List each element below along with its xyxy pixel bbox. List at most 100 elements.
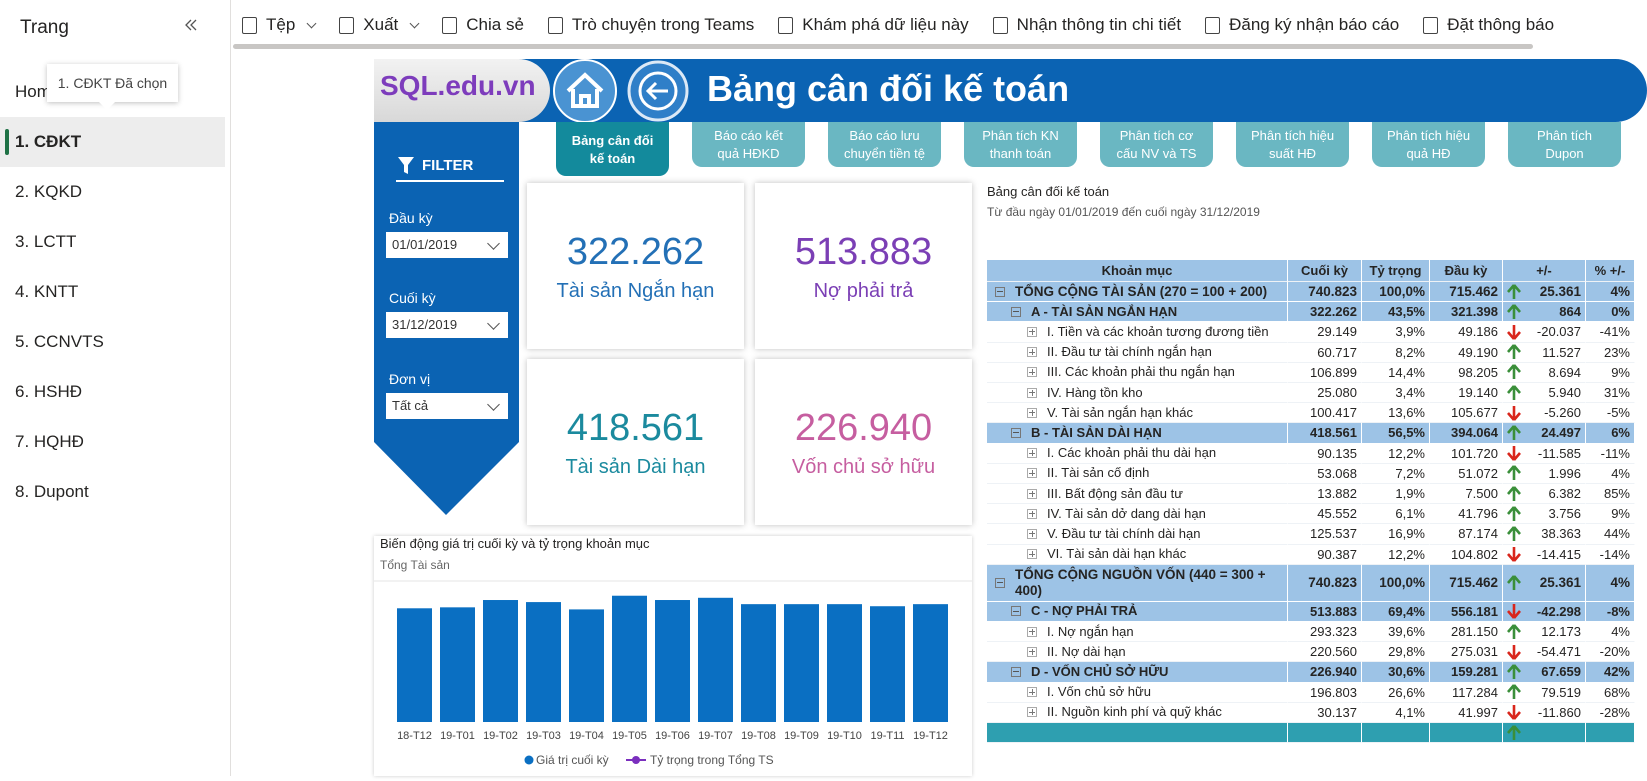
- page-item[interactable]: 7. HQHĐ: [15, 432, 84, 451]
- cell: 11.527: [1503, 342, 1586, 363]
- cell: 418.561: [1288, 423, 1362, 444]
- expand-icon[interactable]: [1027, 347, 1037, 358]
- cell: -28%: [1586, 702, 1635, 723]
- expand-icon[interactable]: [1027, 448, 1037, 459]
- page-item[interactable]: 4. KNTT: [15, 282, 79, 301]
- table-row: I. Các khoản phải thu dài hạn 90.135 12,2%…: [987, 443, 1635, 464]
- report-tab[interactable]: Bảng cân đối kế toán: [556, 122, 669, 176]
- cell: 6%: [1586, 423, 1635, 444]
- expand-icon[interactable]: [1011, 306, 1021, 317]
- page-item[interactable]: 8. Dupont: [15, 482, 89, 501]
- table-row: I. Tiền và các khoản tương đương tiền 29.…: [987, 322, 1635, 343]
- column-header[interactable]: +/-: [1503, 260, 1586, 282]
- cell: 100,0%: [1362, 564, 1430, 602]
- report-tab[interactable]: Phân tích hiệu suất HĐ: [1236, 122, 1349, 167]
- toolbar-item[interactable]: Đặt thông báo: [1423, 15, 1554, 35]
- toolbar-label: Chia sẻ: [466, 15, 524, 34]
- nav-buttons[interactable]: [550, 56, 700, 126]
- column-header[interactable]: Khoản mục: [987, 260, 1288, 282]
- expand-icon[interactable]: [995, 577, 1005, 588]
- cell: 5.940: [1503, 383, 1586, 404]
- page-item[interactable]: 2. KQKD: [15, 182, 83, 201]
- scrollbar[interactable]: [233, 44, 1533, 49]
- row-label: II. Nguồn kinh phí và quỹ khác: [1047, 704, 1222, 720]
- toolbar-item[interactable]: Chia sẻ: [442, 15, 524, 35]
- row-label: IV. Tài sản dở dang dài hạn: [1047, 505, 1206, 521]
- column-header[interactable]: Đầu kỳ: [1430, 260, 1503, 282]
- report-tab[interactable]: Phân tích hiệu quả HĐ: [1372, 122, 1485, 167]
- toolbar-item[interactable]: Đăng ký nhận báo cáo: [1205, 15, 1399, 35]
- diff-value: 67.659: [1541, 664, 1581, 680]
- report-tab[interactable]: Báo cáo kết quả HĐKD: [692, 122, 805, 167]
- expand-icon[interactable]: [1011, 427, 1021, 438]
- expand-icon[interactable]: [1027, 407, 1037, 418]
- table-row: V. Tài sản ngắn hạn khác 100.417 13,6% 105.…: [987, 403, 1635, 424]
- cell: III. Các khoản phải thu ngắn hạn: [987, 362, 1288, 383]
- dropdown-chevron: [409, 18, 420, 28]
- toolbar-item[interactable]: Tệp: [242, 15, 317, 35]
- cell: 23%: [1586, 342, 1635, 363]
- page-item[interactable]: 5. CCNVTS: [15, 332, 104, 351]
- table-row: II. Nợ dài hạn 220.560 29,8% 275.031 -54.471…: [987, 642, 1635, 663]
- expand-icon[interactable]: [1027, 387, 1037, 398]
- diff-value: -14.415: [1536, 546, 1581, 562]
- cell: V. Tài sản ngắn hạn khác: [987, 403, 1288, 424]
- expand-icon[interactable]: [1027, 528, 1037, 539]
- toolbar-icon: [992, 16, 1008, 34]
- diff-value: 5.940: [1548, 385, 1581, 401]
- cell: 106.899: [1288, 362, 1362, 383]
- filter-dropdown[interactable]: Tất cả: [386, 392, 508, 419]
- expand-icon[interactable]: [1027, 488, 1037, 499]
- legend-label: Tỷ trọng trong Tổng TS: [650, 753, 774, 767]
- cell: [1362, 723, 1430, 743]
- table-row: IV. Hàng tồn kho 25.080 3,4% 19.140 5.940 31%: [987, 383, 1635, 404]
- expand-icon[interactable]: [1027, 646, 1037, 657]
- kpi-card: 226.940 Vốn chủ sở hữu: [755, 359, 972, 525]
- cell: 556.181: [1430, 601, 1503, 622]
- page-item[interactable]: 1. CĐKT: [0, 117, 225, 167]
- toolbar-icon: [1205, 16, 1221, 34]
- cell: TỔNG CỘNG TÀI SẢN (270 = 100 + 200): [987, 282, 1288, 303]
- page-item[interactable]: 3. LCTT: [15, 232, 77, 251]
- expand-icon[interactable]: [1027, 707, 1037, 718]
- trend-arrow: [1507, 574, 1521, 590]
- toolbar-item[interactable]: Xuất: [339, 15, 420, 35]
- expand-icon[interactable]: [1027, 626, 1037, 637]
- filter-dropdown[interactable]: 31/12/2019: [386, 312, 508, 339]
- expand-icon[interactable]: [1027, 508, 1037, 519]
- cell: 220.560: [1288, 642, 1362, 663]
- expand-icon[interactable]: [1027, 468, 1037, 479]
- expand-icon[interactable]: [1027, 687, 1037, 698]
- cell: 13,6%: [1362, 403, 1430, 424]
- row-label: B - TÀI SẢN DÀI HẠN: [1031, 424, 1162, 440]
- report-tab[interactable]: Phân tích Dupon: [1508, 122, 1621, 167]
- collapse-icon[interactable]: [184, 18, 198, 32]
- expand-icon[interactable]: [1011, 606, 1021, 617]
- cell: 104.802: [1430, 544, 1503, 565]
- kpi-label: Nợ phải trả: [813, 280, 914, 302]
- expand-icon[interactable]: [1027, 367, 1037, 378]
- column-header[interactable]: Cuối kỳ: [1288, 260, 1362, 282]
- page-item[interactable]: 6. HSHĐ: [15, 382, 83, 401]
- toolbar-item[interactable]: Khám phá dữ liệu này: [778, 15, 969, 35]
- cell: 90.387: [1288, 544, 1362, 565]
- column-header[interactable]: Tỷ trọng: [1362, 260, 1430, 282]
- toolbar-item[interactable]: Nhận thông tin chi tiết: [992, 15, 1181, 35]
- cell: 6,1%: [1362, 504, 1430, 525]
- toolbar-label: Tệp: [266, 15, 296, 34]
- expand-icon[interactable]: [1027, 326, 1037, 337]
- trend-arrow: [1507, 405, 1521, 421]
- toolbar-item[interactable]: Trò chuyện trong Teams: [547, 15, 754, 35]
- table-row: V. Đầu tư tài chính dài hạn 125.537 16,9% 8…: [987, 524, 1635, 545]
- table-row: D - VỐN CHỦ SỞ HỮU 226.940 30,6% 159.281 67.…: [987, 662, 1635, 683]
- filter-dropdown[interactable]: 01/01/2019: [386, 232, 508, 258]
- expand-icon[interactable]: [1011, 666, 1021, 677]
- expand-icon[interactable]: [1027, 549, 1037, 560]
- expand-icon[interactable]: [995, 286, 1005, 297]
- diff-value: -11.860: [1537, 704, 1581, 720]
- report-tab[interactable]: Phân tích KN thanh toán: [964, 122, 1077, 167]
- report-tab[interactable]: Phân tích cơ cấu NV và TS: [1100, 122, 1213, 167]
- row-label: V. Đầu tư tài chính dài hạn: [1047, 525, 1201, 541]
- report-tab[interactable]: Báo cáo lưu chuyển tiền tệ: [828, 122, 941, 167]
- column-header[interactable]: % +/-: [1586, 260, 1635, 282]
